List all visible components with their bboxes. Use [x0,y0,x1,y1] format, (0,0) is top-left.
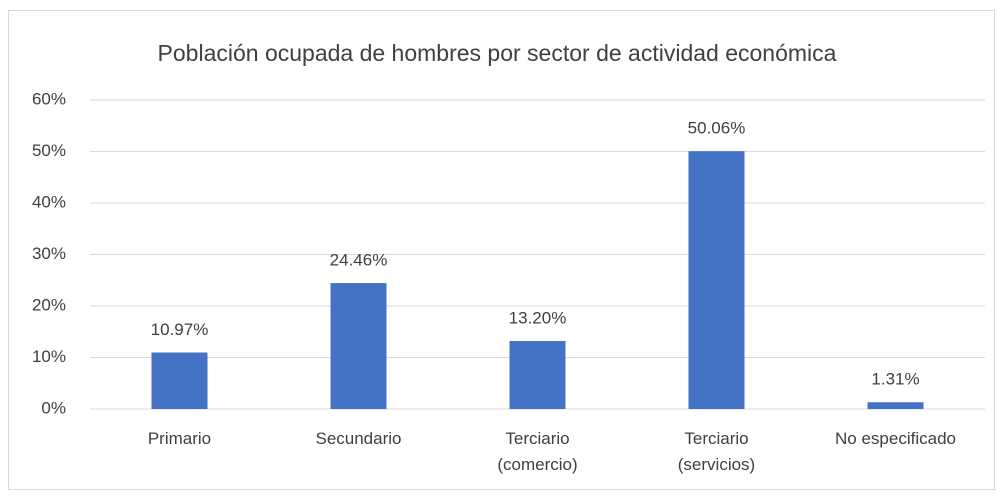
x-tick-label: No especificado [835,429,956,448]
y-tick-label: 50% [32,141,66,160]
bar [330,283,387,409]
x-tick-label: Terciario (servicios) [677,429,756,474]
x-tick-label: Secundario [315,429,402,448]
x-tick-label: Terciario (comercio) [497,429,578,474]
bar [151,352,208,409]
bar [509,341,566,409]
y-tick-label: 60% [32,89,66,108]
chart-title: Población ocupada de hombres por sector … [158,40,837,66]
data-label: 13.20% [509,309,567,328]
y-tick-label: 40% [32,192,66,211]
data-label: 1.31% [871,370,919,389]
data-label: 50.06% [688,119,746,138]
x-tick-label: Primario [147,429,212,448]
data-label: 24.46% [330,251,388,270]
chart-frame [8,10,995,490]
y-tick-label: 20% [32,295,66,314]
bar [688,151,745,410]
bar [867,402,924,409]
y-tick-label: 30% [32,244,66,263]
y-tick-label: 10% [32,347,66,366]
y-tick-label: 0% [41,398,66,417]
data-label: 10.97% [151,320,209,339]
